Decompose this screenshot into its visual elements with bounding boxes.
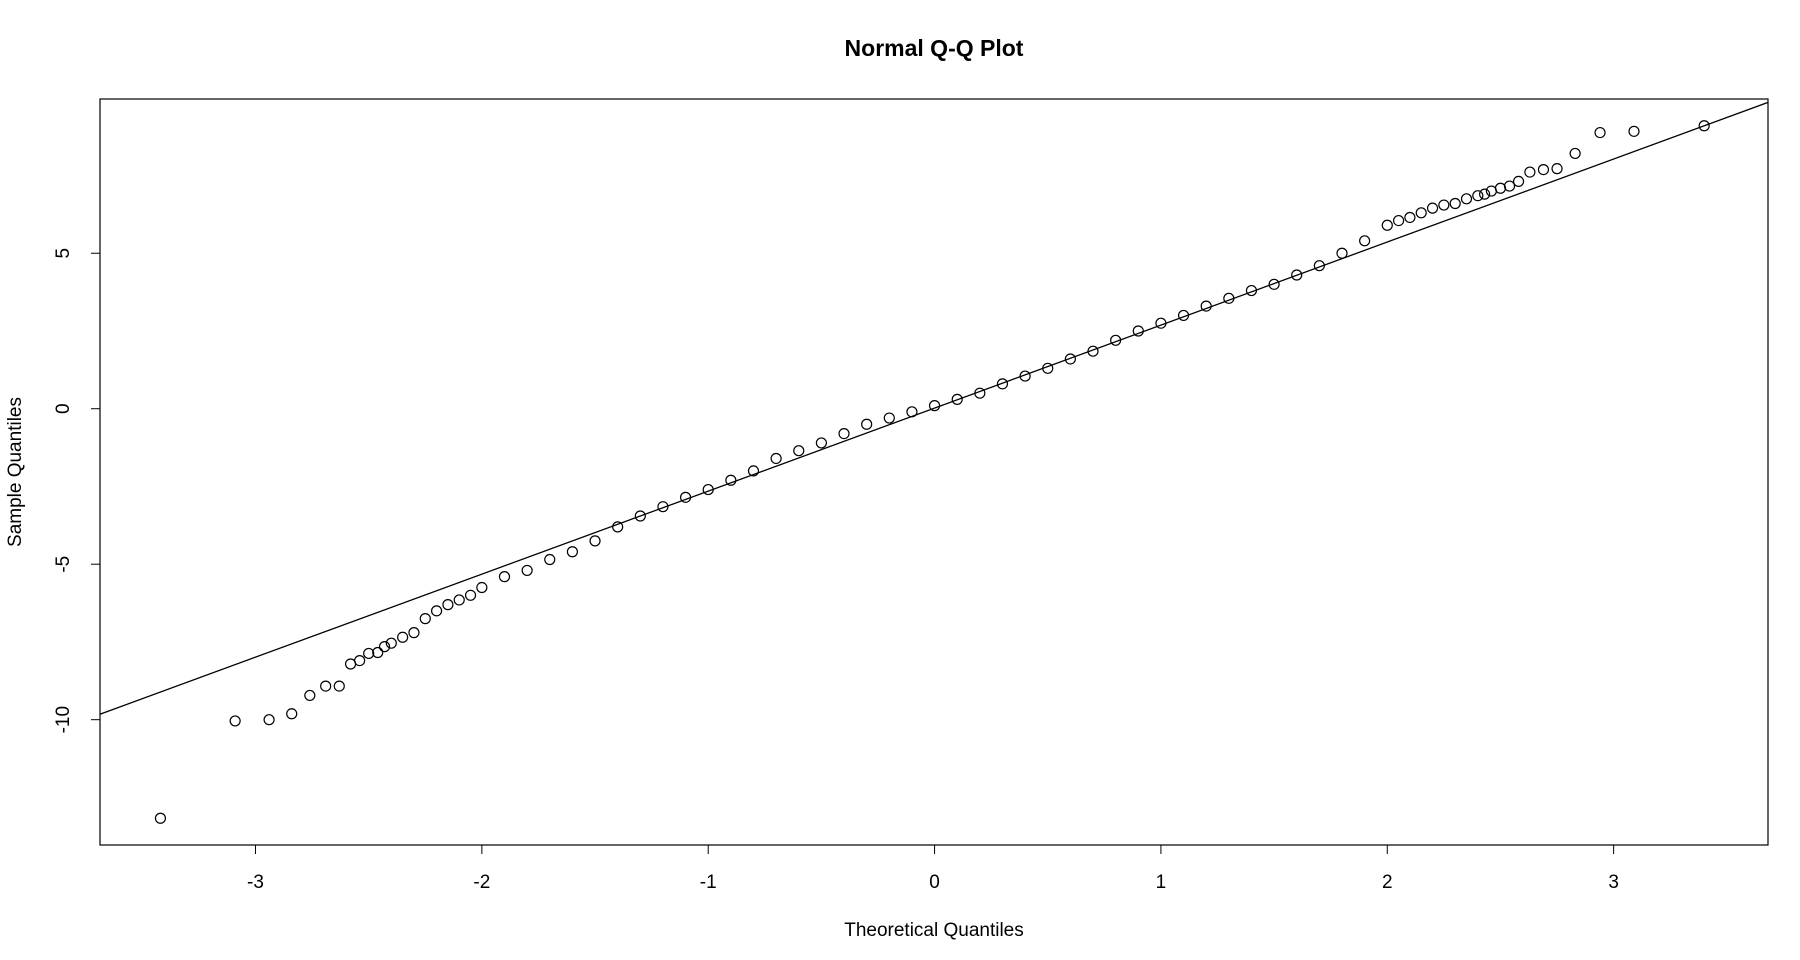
point: [928, 400, 941, 412]
point: [815, 437, 827, 449]
point: [354, 654, 366, 667]
point: [657, 501, 669, 513]
y-axis-label: Sample Quantiles: [5, 397, 26, 547]
qq-line: [100, 101, 1768, 715]
point: [996, 378, 1009, 390]
plot-box: [99, 98, 1769, 846]
point: [1472, 190, 1484, 202]
point: [1524, 166, 1536, 178]
point: [385, 637, 397, 649]
point: [612, 521, 624, 533]
point: [304, 689, 316, 702]
point: [951, 393, 963, 405]
x-tick-label: -2: [473, 872, 490, 893]
point: [1537, 163, 1550, 176]
point: [1460, 193, 1473, 205]
point: [1479, 188, 1491, 200]
point: [1313, 260, 1325, 272]
x-tick-label: -3: [247, 872, 264, 893]
point: [1336, 247, 1348, 259]
point: [1268, 278, 1280, 290]
point: [544, 553, 556, 566]
point: [363, 647, 375, 660]
point: [1019, 370, 1031, 382]
y-tick-label: 0: [53, 403, 74, 414]
point: [320, 680, 332, 692]
point: [793, 445, 805, 457]
point: [1449, 197, 1461, 210]
x-tick-label: 3: [1608, 872, 1619, 893]
point: [838, 427, 850, 440]
point: [566, 546, 579, 558]
point: [974, 387, 986, 399]
point: [725, 474, 737, 486]
point: [702, 483, 714, 496]
x-tick-label: 2: [1382, 872, 1393, 893]
point: [408, 627, 420, 639]
x-tick-label: 1: [1156, 872, 1167, 893]
point: [1569, 147, 1581, 160]
point: [861, 418, 873, 430]
point: [1551, 163, 1563, 175]
point: [372, 646, 384, 659]
point: [430, 605, 443, 617]
point: [634, 510, 646, 522]
point: [442, 599, 454, 611]
point: [1291, 269, 1303, 281]
y-tick-label: -5: [53, 556, 74, 573]
point: [263, 714, 275, 726]
point: [1223, 292, 1235, 304]
point: [419, 613, 431, 625]
point: [1594, 126, 1606, 139]
point: [1042, 362, 1054, 374]
chart-title: Normal Q-Q Plot: [845, 35, 1024, 61]
point: [1426, 202, 1439, 214]
point: [498, 571, 511, 583]
point: [1392, 214, 1405, 227]
point: [1628, 125, 1640, 137]
point: [286, 708, 298, 720]
point: [333, 680, 345, 692]
point: [1438, 199, 1450, 211]
point: [1512, 175, 1525, 188]
point: [1359, 235, 1371, 247]
point: [1494, 182, 1507, 194]
point: [521, 564, 533, 577]
point: [1064, 353, 1076, 365]
point: [1245, 284, 1258, 297]
point: [229, 715, 241, 727]
x-tick-label: -1: [700, 872, 717, 893]
x-axis-label: Theoretical Quantiles: [844, 920, 1024, 941]
point: [464, 589, 477, 601]
point: [1110, 334, 1122, 346]
point: [1155, 317, 1167, 329]
point: [378, 641, 391, 653]
point: [453, 594, 465, 606]
point: [906, 406, 918, 418]
y-tick-label: 5: [53, 248, 74, 259]
x-tick-label: 0: [929, 872, 940, 893]
point: [679, 491, 692, 503]
point: [1503, 180, 1516, 192]
point: [589, 535, 601, 547]
point: [1381, 219, 1393, 231]
point: [1698, 120, 1710, 132]
point: [1132, 325, 1144, 337]
point: [883, 412, 895, 424]
point: [1087, 345, 1099, 357]
point: [1177, 309, 1190, 322]
point: [154, 812, 167, 824]
point: [1415, 207, 1427, 219]
point: [770, 452, 782, 465]
point: [397, 631, 409, 643]
point: [476, 581, 488, 594]
point: [1200, 300, 1212, 312]
point: [747, 465, 760, 477]
y-tick-label: -10: [53, 706, 74, 733]
point: [1404, 211, 1416, 224]
